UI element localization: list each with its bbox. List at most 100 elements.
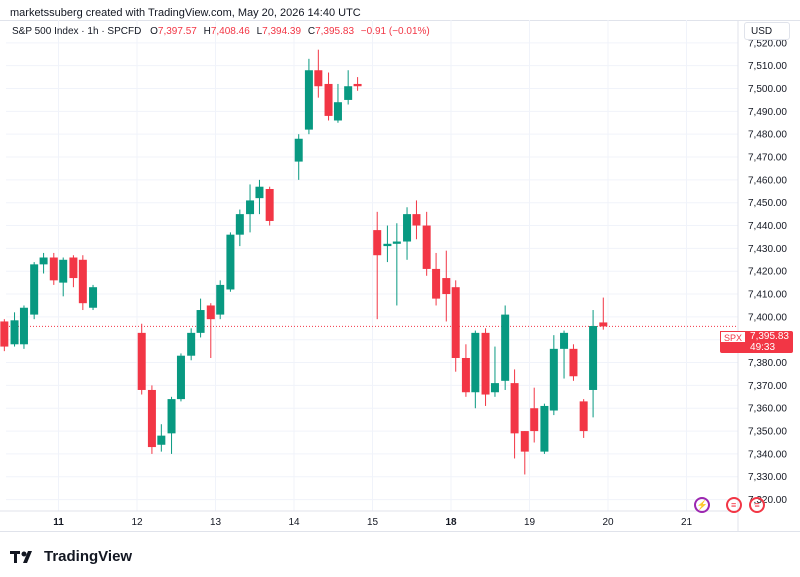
legend-open-value: 7,397.57	[157, 26, 197, 37]
legend-close-value: 7,395.83	[315, 26, 355, 37]
currency-selector[interactable]: USD	[744, 22, 790, 40]
legend-low-value: 7,394.39	[262, 26, 302, 37]
y-tick-label: 7,400.00	[748, 312, 787, 323]
candle-body[interactable]	[176, 355, 185, 400]
candle-body[interactable]	[78, 259, 87, 304]
y-tick-label: 7,410.00	[748, 290, 787, 301]
candle-body[interactable]	[304, 70, 313, 130]
y-tick-label: 7,330.00	[748, 472, 787, 483]
y-tick-label: 7,460.00	[748, 175, 787, 186]
candle-body[interactable]	[196, 310, 205, 333]
y-tick-label: 7,430.00	[748, 244, 787, 255]
y-tick-label: 7,420.00	[748, 267, 787, 278]
candle-body[interactable]	[422, 225, 431, 269]
candle-body[interactable]	[432, 268, 441, 299]
candle-body[interactable]	[344, 86, 353, 100]
candle-body[interactable]	[333, 102, 342, 121]
y-tick-label: 7,470.00	[748, 153, 787, 164]
tradingview-logo[interactable]: TradingView	[10, 548, 132, 565]
candle-body[interactable]	[157, 435, 166, 445]
price-tag-countdown: 49:33	[750, 342, 776, 353]
candle-body[interactable]	[403, 214, 412, 242]
price-tag-price: 7,395.83	[750, 331, 789, 342]
lightning-icon[interactable]: ⚡	[694, 497, 711, 513]
y-tick-label: 7,480.00	[748, 130, 787, 141]
candle-body[interactable]	[137, 332, 146, 390]
candlestick-chart[interactable]: 7,320.00 7,330.00 7,340.00 7,350.00 7,360.00…	[0, 20, 800, 532]
candle-body[interactable]	[461, 357, 470, 393]
candle-body[interactable]	[569, 348, 578, 377]
candle-body[interactable]	[442, 278, 451, 295]
price-tag-values: 7,395.83 49:33	[746, 331, 793, 353]
candle-body[interactable]	[383, 243, 392, 247]
candle-body[interactable]	[246, 200, 255, 215]
legend-close-label: C	[307, 26, 316, 37]
chart-frame	[0, 20, 800, 532]
x-tick-label: 18	[445, 517, 457, 528]
candle-body[interactable]	[30, 264, 39, 315]
candle-body[interactable]	[510, 383, 519, 434]
y-tick-label: 7,520.00	[748, 38, 787, 49]
candle-body[interactable]	[10, 320, 19, 345]
candle-body[interactable]	[59, 259, 68, 283]
x-tick-label: 20	[602, 517, 614, 528]
x-tick-label: 15	[367, 517, 379, 528]
candle-body[interactable]	[69, 257, 78, 279]
candle-body[interactable]	[540, 405, 549, 452]
x-tick-label: 13	[210, 517, 222, 528]
candle-body[interactable]	[490, 383, 499, 393]
candle-body[interactable]	[294, 138, 303, 162]
x-tick-label: 21	[681, 517, 693, 528]
candle-body[interactable]	[0, 321, 9, 347]
candle-body[interactable]	[373, 230, 382, 256]
candle-body[interactable]	[147, 389, 156, 448]
candle-body[interactable]	[216, 284, 225, 315]
candle-body[interactable]	[530, 408, 539, 432]
y-tick-label: 7,380.00	[748, 358, 787, 369]
candle-body[interactable]	[481, 332, 490, 395]
legend-high-label: H	[203, 26, 211, 37]
y-tick-label: 7,510.00	[748, 61, 787, 72]
legend-low-label: L	[256, 26, 263, 37]
candle-body[interactable]	[549, 348, 558, 411]
candle-body[interactable]	[560, 332, 569, 349]
candle-body[interactable]	[265, 188, 274, 221]
candle-body[interactable]	[520, 431, 529, 452]
candle-body[interactable]	[412, 214, 421, 226]
price-tag-symbol: SPX	[720, 331, 747, 343]
candle-body[interactable]	[501, 314, 510, 381]
candle-body[interactable]	[187, 332, 196, 356]
candle-body[interactable]	[314, 70, 323, 87]
tradingview-logo-icon	[10, 550, 32, 563]
y-tick-label: 7,370.00	[748, 381, 787, 392]
candle-body[interactable]	[206, 305, 215, 320]
y-tick-label: 7,500.00	[748, 84, 787, 95]
candle-body[interactable]	[39, 257, 48, 265]
legend-open-label: O	[150, 26, 158, 37]
candle-body[interactable]	[392, 241, 401, 244]
y-tick-label: 7,450.00	[748, 198, 787, 209]
candle-body[interactable]	[589, 326, 598, 390]
candle-body[interactable]	[599, 322, 608, 327]
candle-body[interactable]	[167, 399, 176, 434]
us-flag-icon[interactable]: ≡	[725, 497, 742, 513]
candle-body[interactable]	[579, 401, 588, 432]
x-tick-label: 14	[288, 517, 300, 528]
candle-body[interactable]	[235, 214, 244, 235]
candle-body[interactable]	[89, 287, 98, 308]
candle-body[interactable]	[19, 307, 28, 345]
y-tick-label: 7,340.00	[748, 449, 787, 460]
candle-body[interactable]	[451, 287, 460, 358]
candle-body[interactable]	[255, 186, 264, 199]
chart-credit: marketssuberg created with TradingView.c…	[10, 7, 361, 19]
us-flag-icon[interactable]: ≡	[749, 497, 766, 513]
candle-body[interactable]	[226, 234, 235, 290]
candle-body[interactable]	[353, 83, 362, 87]
y-tick-label: 7,490.00	[748, 107, 787, 118]
y-tick-label: 7,320.00	[748, 495, 787, 506]
candle-body[interactable]	[471, 332, 480, 393]
last-price-tag: SPX 7,395.83 49:33	[720, 331, 793, 353]
legend-symbol: S&P 500 Index · 1h · SPCFD	[12, 26, 142, 37]
candle-body[interactable]	[49, 257, 58, 281]
candle-body[interactable]	[324, 83, 333, 116]
